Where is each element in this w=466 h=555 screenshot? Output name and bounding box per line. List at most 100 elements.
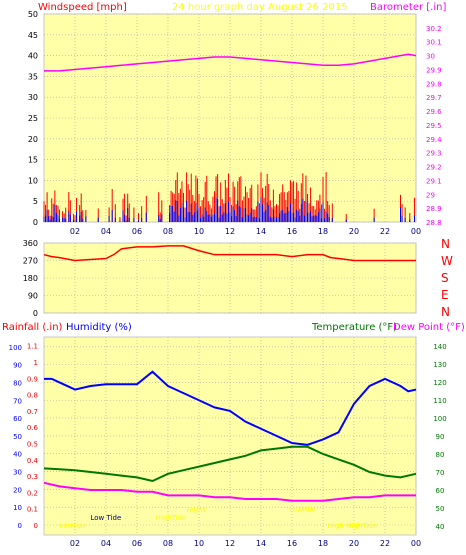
direction-tick-180: 180 xyxy=(23,274,38,283)
wind-x-tick-16: 16 xyxy=(287,227,297,236)
windspeed-bars xyxy=(43,172,415,222)
humidity-x-tick-12: 12 xyxy=(225,539,235,548)
barometer-tick-29.3: 29.3 xyxy=(426,150,442,158)
windspeed-tick-10: 10 xyxy=(28,176,38,185)
humidity-x-tick-16: 16 xyxy=(287,539,297,548)
windspeed-tick-0: 0 xyxy=(33,218,38,227)
compass-label-4: N xyxy=(441,305,450,319)
humidity-x-tick-14: 14 xyxy=(256,539,266,548)
rainfall-tick-0.4: 0.4 xyxy=(27,457,39,465)
barometer-tick-30.2: 30.2 xyxy=(426,25,442,33)
humidity-panel-x-tick-labels: 02 04 06 08 10 12 14 16 18 20 22 00 xyxy=(70,539,421,548)
temperature-axis-title: Temperature (°F) xyxy=(311,322,397,333)
wind-x-tick-12: 12 xyxy=(225,227,235,236)
humidity-panel-grid xyxy=(44,337,417,535)
tide-annotation-5: Highs xyxy=(187,506,207,514)
rainfall-tick-labels: 0 0.1 0.2 0.3 0.4 0.5 0.6 0.7 0.8 0.9 1 1.1 xyxy=(27,343,39,530)
rainfall-tick-0.9: 0.9 xyxy=(27,375,38,383)
rainfall-tick-0.3: 0.3 xyxy=(27,473,38,481)
humidity-tick-labels: 0 10 20 30 40 50 60 70 80 90 100 xyxy=(9,344,22,530)
barometer-tick-29.7: 29.7 xyxy=(426,94,442,102)
barometer-tick-30.1: 30.1 xyxy=(426,39,442,47)
humidity-tick-10: 10 xyxy=(13,504,22,512)
compass-label-2: S xyxy=(441,271,449,285)
dew-point-line xyxy=(43,481,416,502)
direction-tick-270: 270 xyxy=(23,257,38,266)
humidity-x-tick-20: 20 xyxy=(349,539,359,548)
wind-direction-line xyxy=(43,245,416,262)
direction-tick-0: 0 xyxy=(33,309,38,318)
windspeed-axis-title: Windspeed [mph] xyxy=(38,2,127,13)
barometer-tick-30: 30 xyxy=(426,53,435,61)
rainfall-axis-title: Rainfall (.in) xyxy=(2,322,63,333)
barometer-tick-28.8: 28.8 xyxy=(426,219,442,227)
humidity-tick-30: 30 xyxy=(13,469,22,477)
wind-x-tick-20: 20 xyxy=(349,227,359,236)
humidity-x-tick-04: 04 xyxy=(101,539,111,548)
temperature-tick-100: 100 xyxy=(433,415,446,423)
barometer-series xyxy=(44,53,417,72)
windspeed-tick-40: 40 xyxy=(28,52,38,61)
windspeed-tick-15: 15 xyxy=(28,156,38,165)
humidity-line xyxy=(44,370,417,446)
temperature-tick-140: 140 xyxy=(433,343,446,351)
direction-tick-360: 360 xyxy=(23,239,38,248)
rainfall-tick-0.7: 0.7 xyxy=(27,408,38,416)
wind-x-tick-08: 08 xyxy=(163,227,173,236)
compass-label-1: W xyxy=(441,254,453,268)
rainfall-tick-0.1: 0.1 xyxy=(27,506,38,514)
tide-annotation-1: HighTide xyxy=(156,514,187,522)
humidity-tick-100: 100 xyxy=(9,344,22,352)
wind-x-tick-18: 18 xyxy=(318,227,328,236)
temperature-tick-70: 70 xyxy=(436,469,445,477)
rainfall-tick-0: 0 xyxy=(34,522,38,530)
humidity-x-tick-08: 08 xyxy=(163,539,173,548)
humidity-tick-90: 90 xyxy=(13,362,22,370)
barometer-tick-29.9: 29.9 xyxy=(426,66,442,74)
direction-tick-labels: 0 90 180 270 360 xyxy=(23,239,38,318)
direction-tick-90: 90 xyxy=(28,292,38,301)
humidity-tick-40: 40 xyxy=(13,451,22,459)
temperature-tick-110: 110 xyxy=(433,397,446,405)
wind-x-tick-14: 14 xyxy=(256,227,266,236)
temperature-tick-90: 90 xyxy=(436,433,445,441)
temperature-tick-labels: 40 50 60 70 80 90 100 110 120 130 140 xyxy=(433,343,446,531)
temperature-tick-130: 130 xyxy=(433,361,446,369)
barometer-tick-29.6: 29.6 xyxy=(426,108,442,116)
tide-annotation-4: Low Tide xyxy=(91,514,122,522)
windspeed-tick-labels: 0 5 10 15 20 25 30 35 40 45 50 xyxy=(28,10,38,227)
barometer-tick-29.2: 29.2 xyxy=(426,164,442,172)
wind-x-tick-00: 00 xyxy=(411,227,421,236)
barometer-tick-labels: 28.8 28.9 29 29.1 29.2 29.3 29.4 29.5 29.6 29.7 29… xyxy=(426,25,442,227)
temperature-tick-40: 40 xyxy=(436,523,445,531)
dewpoint-axis-title: Dew Point (°F) xyxy=(393,322,465,333)
rainfall-tick-1: 1 xyxy=(34,359,38,367)
temperature-tick-120: 120 xyxy=(433,379,446,387)
humidity-x-tick-18: 18 xyxy=(318,539,328,548)
wind-direction-series xyxy=(43,245,416,262)
windspeed-tick-35: 35 xyxy=(28,72,38,81)
rainfall-tick-0.8: 0.8 xyxy=(27,392,38,400)
wind-x-tick-02: 02 xyxy=(70,227,80,236)
barometer-tick-29.1: 29.1 xyxy=(426,177,442,185)
humidity-x-tick-22: 22 xyxy=(380,539,390,548)
temperature-tick-60: 60 xyxy=(436,487,445,495)
barometer-tick-28.9: 28.9 xyxy=(426,205,442,213)
humidity-tick-60: 60 xyxy=(13,415,22,423)
rainfall-tick-0.5: 0.5 xyxy=(27,441,38,449)
temperature-line xyxy=(43,445,417,483)
rainfall-tick-0.6: 0.6 xyxy=(27,424,39,432)
humidity-tick-0: 0 xyxy=(18,522,22,530)
compass-label-3: E xyxy=(441,288,449,302)
windspeed-tick-20: 20 xyxy=(28,135,38,144)
windspeed-tick-30: 30 xyxy=(28,93,38,102)
humidity-temperature-series xyxy=(43,370,417,502)
tide-annotation-3: HighTide xyxy=(346,522,377,530)
temperature-tick-80: 80 xyxy=(436,451,445,459)
wind-x-tick-06: 06 xyxy=(132,227,142,236)
humidity-x-tick-10: 10 xyxy=(194,539,204,548)
chart-title: 24 hour graph day August 26 2015 xyxy=(172,2,348,13)
windspeed-tick-50: 50 xyxy=(28,10,38,19)
